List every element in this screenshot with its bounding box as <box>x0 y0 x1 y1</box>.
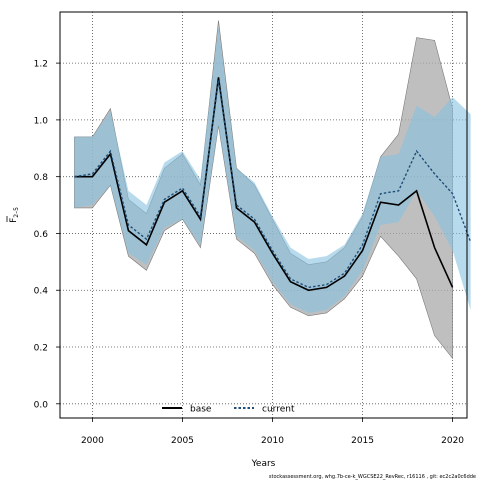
legend-current-label: current <box>262 405 295 415</box>
line-current <box>74 80 472 289</box>
x-tick-label-1: 2005 <box>171 436 194 446</box>
y-tick-label-1: 0.2 <box>34 344 48 354</box>
x-axis: 2000 2005 2010 2015 2020 <box>81 418 464 446</box>
x-axis-title: Years <box>251 459 276 469</box>
confidence-bands <box>74 20 471 360</box>
series-lines <box>74 77 472 292</box>
x-tick-label-4: 2020 <box>441 436 464 446</box>
svg-text:F2–5: F2–5 <box>9 207 20 223</box>
y-axis: 0.0 0.2 0.4 0.6 0.8 1.0 1.2 <box>34 60 60 410</box>
y-tick-label-2: 0.4 <box>34 287 49 297</box>
legend-base-label: base <box>190 405 212 415</box>
y-tick-label-4: 0.8 <box>34 173 49 183</box>
y-tick-label-3: 0.6 <box>34 230 49 240</box>
x-tick-label-0: 2000 <box>81 436 104 446</box>
band-current <box>74 26 471 313</box>
x-tick-label-2: 2010 <box>261 436 284 446</box>
y-tick-label-0: 0.0 <box>34 400 49 410</box>
y-tick-label-6: 1.2 <box>34 60 48 70</box>
plot-frame <box>59 11 468 419</box>
x-tick-label-3: 2015 <box>351 436 374 446</box>
y-axis-title-main: F <box>9 218 19 223</box>
y-axis-title-sub: 2–5 <box>13 207 20 218</box>
y-tick-label-5: 1.0 <box>34 116 49 126</box>
line-base <box>74 77 454 292</box>
footer-source: stockassessment.org, whg.7b-ce-k_WGCSE22… <box>269 474 476 480</box>
y-axis-title: F2–5 <box>6 207 20 223</box>
legend: base current <box>162 405 295 415</box>
